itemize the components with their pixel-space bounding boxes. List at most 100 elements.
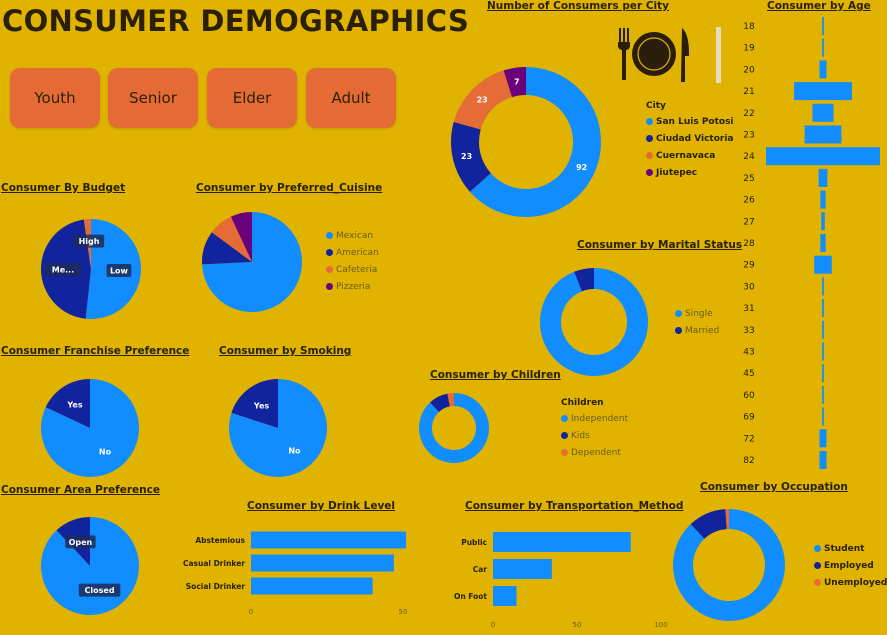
legend-item: Kids (561, 427, 628, 444)
filter-button-senior[interactable]: Senior (108, 68, 198, 128)
data-label-box (73, 234, 105, 248)
smoking-chart-title: Consumer by Smoking (219, 345, 352, 357)
dashboard-title: CONSUMER DEMOGRAPHICS (2, 4, 470, 38)
legend-label: San Luis Potosi (656, 116, 734, 127)
age-bar (822, 38, 824, 57)
age-tick-label: 82 (743, 456, 754, 466)
age-tick-label: 21 (743, 87, 754, 97)
pie-slice-yes (45, 379, 90, 428)
legend-dot (561, 415, 568, 422)
legend-dot (646, 135, 653, 142)
data-label: Me... (52, 265, 75, 274)
age-chart-title: Consumer by Age (767, 0, 871, 12)
age-tick-label: 26 (743, 196, 755, 206)
data-label: 23 (477, 96, 488, 105)
legend-label: Dependent (571, 447, 621, 458)
legend-label: Ciudad Victoria (656, 133, 734, 144)
data-label: Low (110, 266, 129, 275)
children-legend-title: Children (561, 398, 604, 408)
marital-donut-chart (540, 268, 648, 376)
pie-slice-cafeteria (211, 216, 252, 262)
data-label: High (79, 237, 100, 246)
age-bar (822, 342, 824, 361)
bar (493, 532, 631, 552)
filter-button-elder[interactable]: Elder (207, 68, 297, 128)
legend-dot (326, 232, 333, 239)
bar-category-label: Social Drinker (186, 582, 246, 591)
bar-category-label: On Foot (454, 592, 487, 601)
filter-button-adult[interactable]: Adult (306, 68, 396, 128)
pie-slice-pizzeria (230, 212, 252, 262)
pie-slice-married (574, 268, 594, 292)
pie-slice-jiutepec (503, 67, 526, 98)
transport-chart-title: Consumer by Transportation_Method (465, 500, 684, 512)
age-tick-label: 27 (743, 217, 754, 227)
age-bar (766, 147, 880, 166)
age-tick-label: 72 (743, 434, 754, 444)
cuisine-pie-chart (202, 212, 302, 312)
city-legend: City San Luis Potosi Ciudad Victoria Cue… (646, 99, 734, 181)
bar (251, 577, 373, 595)
franchise-chart-title: Consumer Franchise Preference (1, 345, 190, 357)
legend-item: Mexican (326, 227, 379, 244)
city-legend-title: City (646, 101, 666, 111)
legend-dot (675, 310, 682, 317)
age-tick-label: 29 (743, 261, 755, 271)
pie-slice-american (202, 232, 252, 265)
legend-item: Jiutepec (646, 164, 734, 181)
axis-tick-label: 100 (654, 621, 667, 629)
age-tick-label: 45 (743, 369, 754, 379)
legend-item: Cafeteria (326, 261, 379, 278)
pie-slice-student (673, 509, 785, 621)
cuisine-chart-title: Consumer by Preferred_Cuisine (196, 182, 383, 194)
legend-item: Dependent (561, 444, 628, 461)
age-bar (822, 17, 824, 35)
drink-bar-chart: Abstemious Casual Drinker Social Drinker 0 5… (183, 531, 407, 616)
legend-dot (814, 579, 821, 586)
age-tick-label: 23 (743, 131, 754, 141)
area-pie-chart: Closed Open (40, 517, 139, 615)
bar (493, 559, 552, 579)
legend-dot (646, 152, 653, 159)
legend-item: Unemployed (814, 574, 887, 591)
legend-dot (326, 283, 333, 290)
age-bar-chart: 18 19 20 21 22 23 24 25 26 27 28 29 30 31 33 43 45 60 69 72… (743, 17, 880, 469)
data-label: Open (69, 538, 93, 547)
bar (251, 531, 407, 549)
legend-dot (675, 327, 682, 334)
legend-label: Unemployed (824, 577, 887, 588)
legend-label: Employed (824, 560, 874, 571)
legend-item: Cuernavaca (646, 147, 734, 164)
age-bar (820, 234, 826, 252)
axis-tick-label: 0 (249, 608, 253, 616)
legend-dot (814, 562, 821, 569)
legend-item: Ciudad Victoria (646, 130, 734, 147)
age-bar (821, 212, 825, 231)
occupation-donut-chart (673, 509, 785, 621)
data-label: Yes (66, 400, 82, 409)
pie-slice-single (540, 268, 648, 376)
transport-bar-chart: Public Car On Foot 0 50 100 (454, 532, 668, 629)
data-label: Yes (253, 401, 269, 410)
legend-dot (646, 118, 653, 125)
age-bar (822, 385, 824, 404)
age-tick-label: 25 (743, 174, 754, 184)
age-tick-label: 28 (743, 239, 755, 249)
data-label-box (65, 535, 96, 549)
legend-dot (326, 266, 333, 273)
legend-label: Pizzeria (336, 281, 371, 292)
marital-chart-title: Consumer by Marital Status (577, 239, 743, 251)
legend-label: Single (685, 308, 713, 319)
age-tick-label: 43 (743, 348, 754, 358)
restaurant-icon (618, 27, 721, 83)
age-tick-label: 18 (743, 22, 755, 32)
age-bar (820, 190, 826, 209)
pie-slice-ciudad-victoria (451, 121, 491, 192)
legend-label: American (336, 247, 379, 258)
children-legend: Children Independent Kids Dependent (561, 396, 628, 461)
data-label: 23 (461, 152, 472, 161)
filter-button-youth[interactable]: Youth (10, 68, 100, 128)
legend-dot (646, 169, 653, 176)
pie-slice-unemployed (725, 509, 729, 530)
data-label-box (78, 583, 121, 597)
